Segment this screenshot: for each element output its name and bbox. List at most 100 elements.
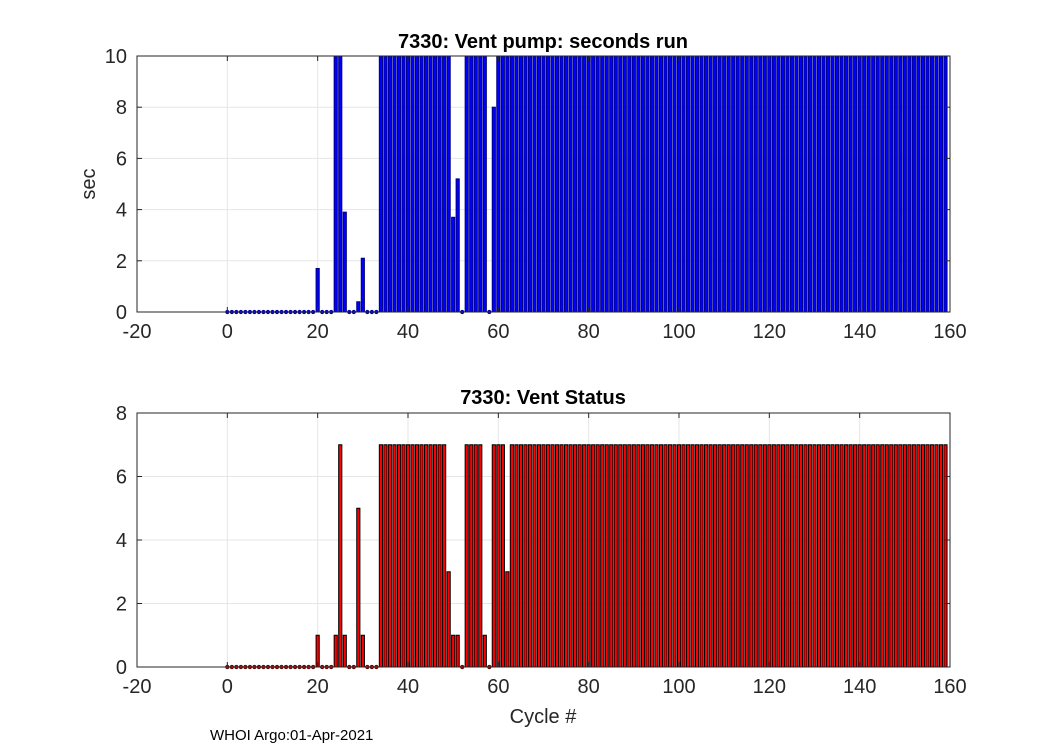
bar (830, 55, 835, 313)
bar (464, 55, 469, 313)
bar (753, 55, 758, 313)
bar (338, 55, 343, 313)
bars-bottom (225, 444, 948, 670)
x-tick-label: 160 (933, 321, 966, 343)
bar (631, 444, 636, 668)
bar (749, 55, 754, 313)
bar (645, 55, 650, 313)
x-tick-label: 140 (843, 321, 876, 343)
bar (722, 55, 727, 313)
bar (541, 444, 546, 668)
bar (803, 444, 808, 668)
bar (916, 444, 921, 668)
bar (862, 444, 867, 668)
bar (419, 444, 424, 668)
bar (690, 444, 695, 668)
bar (663, 55, 668, 313)
bar (591, 55, 596, 313)
bar (545, 444, 551, 668)
y-tick-label: 4 (116, 200, 127, 222)
bar (785, 55, 790, 313)
bar (658, 55, 664, 313)
x-tick-label: 100 (662, 676, 695, 698)
bar (835, 444, 840, 668)
bar (911, 444, 916, 668)
bar (794, 444, 799, 668)
bar (482, 634, 487, 668)
bar (853, 444, 858, 668)
bar (812, 55, 817, 313)
bar (405, 444, 411, 668)
bar (478, 444, 483, 668)
bar (541, 55, 546, 313)
bar (342, 211, 347, 313)
bar (478, 55, 483, 313)
x-tick-label: 0 (222, 321, 233, 343)
bar (789, 444, 794, 668)
bar (866, 444, 871, 668)
y-tick-label: 10 (105, 46, 127, 68)
bar (816, 55, 822, 313)
bar (554, 55, 560, 313)
bar (735, 55, 740, 313)
bar (740, 444, 745, 668)
bar (871, 444, 876, 668)
bar (383, 55, 388, 313)
x-axis-label-bottom: Cycle # (510, 706, 578, 728)
bar (550, 55, 555, 313)
bar (839, 444, 844, 668)
x-tick-label: 160 (933, 676, 966, 698)
bar (713, 55, 718, 313)
bar (744, 55, 749, 313)
x-tick-label: 20 (307, 321, 329, 343)
bar (731, 444, 736, 668)
bar (780, 55, 785, 313)
x-tick-label: 140 (843, 676, 876, 698)
bar (618, 444, 623, 668)
bar (938, 444, 944, 668)
bar (848, 55, 853, 313)
bar (776, 55, 781, 313)
bar (333, 634, 338, 668)
bar (862, 55, 867, 313)
bar (699, 444, 704, 668)
bar (893, 444, 898, 668)
bar (821, 444, 826, 668)
bar (907, 55, 912, 313)
bar (568, 55, 573, 313)
bar (704, 55, 709, 313)
bar (798, 444, 804, 668)
bar (518, 444, 523, 668)
bar (469, 444, 474, 668)
bar (920, 55, 925, 313)
bar (758, 444, 763, 668)
bar (812, 444, 817, 668)
bar (717, 444, 722, 668)
bar (830, 444, 835, 668)
bar (884, 444, 889, 668)
y-axis-label-top: sec (78, 168, 100, 199)
bar (442, 55, 447, 313)
bar (685, 55, 691, 313)
bar (473, 444, 478, 668)
bar (844, 444, 849, 668)
bar (681, 444, 686, 668)
bar (414, 444, 420, 668)
bar (740, 55, 745, 313)
bar (672, 444, 677, 668)
bar (356, 507, 361, 668)
y-tick-label: 4 (116, 530, 127, 552)
bar (880, 55, 885, 313)
bar (604, 55, 609, 313)
bar (496, 444, 501, 668)
bar (559, 444, 564, 668)
y-tick-label: 2 (116, 594, 127, 616)
bar (622, 55, 627, 313)
y-ticks-bottom: 0 2 4 6 8 (116, 403, 950, 679)
bar (536, 444, 542, 668)
bar (672, 55, 677, 313)
x-tick-label: 60 (487, 321, 509, 343)
bar (613, 55, 618, 313)
bar (731, 55, 736, 313)
